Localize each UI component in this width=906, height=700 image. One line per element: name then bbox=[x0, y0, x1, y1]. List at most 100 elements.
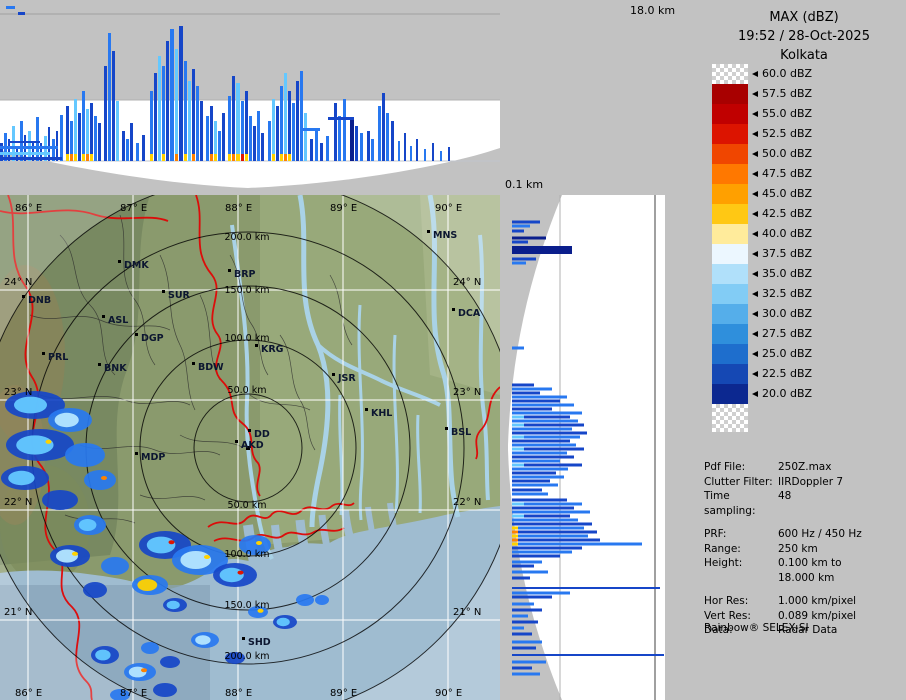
info-label: Clutter Filter: bbox=[704, 475, 773, 488]
legend-arrow-icon bbox=[752, 71, 758, 77]
svg-text:200.0 km: 200.0 km bbox=[225, 232, 270, 243]
legend-entry: 45.0 dBZ bbox=[712, 184, 812, 204]
legend-arrow-icon bbox=[752, 391, 758, 397]
svg-text:JSR: JSR bbox=[337, 373, 356, 384]
svg-text:SUR: SUR bbox=[168, 290, 191, 301]
legend-arrow-icon bbox=[752, 91, 758, 97]
info-value: Radar Data bbox=[778, 624, 838, 636]
legend-entry-label: 52.5 dBZ bbox=[762, 127, 813, 140]
legend-entry: 55.0 dBZ bbox=[712, 104, 812, 124]
svg-text:BSL: BSL bbox=[451, 427, 471, 438]
svg-text:90° E: 90° E bbox=[435, 688, 462, 699]
legend-arrow-icon bbox=[752, 171, 758, 177]
svg-text:DNB: DNB bbox=[28, 295, 51, 306]
info-label: Data: bbox=[704, 624, 733, 636]
legend-entry-label: 30.0 dBZ bbox=[762, 307, 813, 320]
legend-entry-label: 27.5 dBZ bbox=[762, 327, 813, 340]
legend-title-block: MAX (dBZ) 19:52 / 28-Oct-2025 Kolkata bbox=[706, 8, 902, 65]
top-profile-panel bbox=[0, 0, 500, 195]
map-estuaries bbox=[243, 502, 397, 564]
info-row: Hor Res: 1.000 km/pixel bbox=[704, 594, 904, 609]
svg-text:22° N: 22° N bbox=[4, 497, 32, 508]
legend-entry: 37.5 dBZ bbox=[712, 244, 812, 264]
height-axis-max-label: 18.0 km bbox=[630, 4, 676, 17]
info-label: Pdf File: bbox=[704, 461, 746, 473]
svg-text:22° N: 22° N bbox=[453, 497, 481, 508]
legend-entry: 47.5 dBZ bbox=[712, 164, 812, 184]
svg-text:DD: DD bbox=[254, 429, 270, 440]
legend-color-swatch bbox=[712, 104, 748, 124]
side-profile-blind-wedge-bottom bbox=[508, 450, 562, 700]
legend-entry-label: 37.5 dBZ bbox=[762, 247, 813, 260]
legend-color-swatch bbox=[712, 404, 748, 432]
legend-entry-label: 35.0 dBZ bbox=[762, 267, 813, 280]
info-row: Time sampling: 48 bbox=[704, 489, 904, 518]
svg-text:AKD: AKD bbox=[241, 440, 264, 451]
info-row: Height: 0.100 km to 18.000 km bbox=[704, 556, 904, 585]
info-label: PRF: bbox=[704, 528, 727, 540]
info-row: PRF: 600 Hz / 450 Hz bbox=[704, 527, 904, 542]
info-value: 250 km bbox=[778, 542, 818, 555]
legend-entry: 35.0 dBZ bbox=[712, 264, 812, 284]
legend-arrow-icon bbox=[752, 331, 758, 337]
legend-entry-label: 25.0 dBZ bbox=[762, 347, 813, 360]
info-value: 250Z.max bbox=[778, 461, 832, 473]
svg-text:88° E: 88° E bbox=[225, 203, 252, 214]
svg-text:89° E: 89° E bbox=[330, 203, 357, 214]
legend-entry: 40.0 dBZ bbox=[712, 224, 812, 244]
legend-entry: 42.5 dBZ bbox=[712, 204, 812, 224]
legend-color-swatch bbox=[712, 224, 748, 244]
legend-entry: 50.0 dBZ bbox=[712, 144, 812, 164]
legend-entry-label: 40.0 dBZ bbox=[762, 227, 813, 240]
info-row: Range: 250 km bbox=[704, 542, 904, 557]
legend-color-swatch bbox=[712, 264, 748, 284]
legend-color-swatch bbox=[712, 304, 748, 324]
svg-text:200.0 km: 200.0 km bbox=[225, 651, 270, 662]
svg-text:150.0 km: 150.0 km bbox=[225, 600, 270, 611]
svg-text:100.0 km: 100.0 km bbox=[225, 333, 270, 344]
svg-text:PRL: PRL bbox=[48, 352, 68, 363]
radar-site-name: Kolkata bbox=[780, 48, 828, 63]
svg-text:86° E: 86° E bbox=[15, 203, 42, 214]
legend-entry-label: 50.0 dBZ bbox=[762, 147, 813, 160]
info-value: IIRDoppler 7 bbox=[778, 475, 844, 488]
legend-entry: 20.0 dBZ bbox=[712, 384, 812, 404]
svg-text:MNS: MNS bbox=[433, 230, 457, 241]
svg-text:21° N: 21° N bbox=[4, 607, 32, 618]
map-axis-labels: 86° E 86° E 87° E 87° E 88° E 88° E 89° E 89° E… bbox=[4, 203, 481, 699]
svg-text:87° E: 87° E bbox=[120, 688, 147, 699]
legend-entry: 30.0 dBZ bbox=[712, 304, 812, 324]
legend-entry-label: 42.5 dBZ bbox=[762, 207, 813, 220]
legend-color-swatch bbox=[712, 244, 748, 264]
info-value: 0.100 km to 18.000 km bbox=[778, 557, 842, 584]
svg-text:KHL: KHL bbox=[371, 408, 392, 419]
map-panel: MNS DMK BRP SUR DNB DCA ASL DGP KRG PRL BDW BNK JSR K… bbox=[0, 195, 500, 700]
legend-color-swatch bbox=[712, 144, 748, 164]
svg-text:50.0 km: 50.0 km bbox=[228, 385, 267, 396]
svg-text:DGP: DGP bbox=[141, 333, 164, 344]
svg-text:ASL: ASL bbox=[108, 315, 128, 326]
info-row: Pdf File: 250Z.max bbox=[704, 460, 904, 475]
legend-entry-label: 55.0 dBZ bbox=[762, 107, 813, 120]
legend-arrow-icon bbox=[752, 351, 758, 357]
svg-text:SHD: SHD bbox=[248, 637, 271, 648]
svg-text:BNK: BNK bbox=[104, 363, 127, 374]
info-row: Clutter Filter: IIRDoppler 7 bbox=[704, 475, 904, 490]
legend-entry: 25.0 dBZ bbox=[712, 344, 812, 364]
legend-entry: 57.5 dBZ bbox=[712, 84, 812, 104]
legend-arrow-icon bbox=[752, 231, 758, 237]
svg-text:DMK: DMK bbox=[124, 260, 149, 271]
legend-entry-label: 57.5 dBZ bbox=[762, 87, 813, 100]
branding-text: Rainbow® SELEX-SI bbox=[704, 622, 809, 634]
info-label: Time sampling: bbox=[704, 490, 756, 517]
legend-entry-label: 32.5 dBZ bbox=[762, 287, 813, 300]
legend-color-swatch bbox=[712, 324, 748, 344]
map-state-borders bbox=[0, 195, 500, 700]
legend-entry-label: 20.0 dBZ bbox=[762, 387, 813, 400]
legend-color-swatch bbox=[712, 204, 748, 224]
legend-color-swatch bbox=[712, 284, 748, 304]
info-label: Vert Res: bbox=[704, 609, 751, 622]
svg-text:BDW: BDW bbox=[198, 362, 224, 373]
svg-text:BRP: BRP bbox=[234, 269, 256, 280]
